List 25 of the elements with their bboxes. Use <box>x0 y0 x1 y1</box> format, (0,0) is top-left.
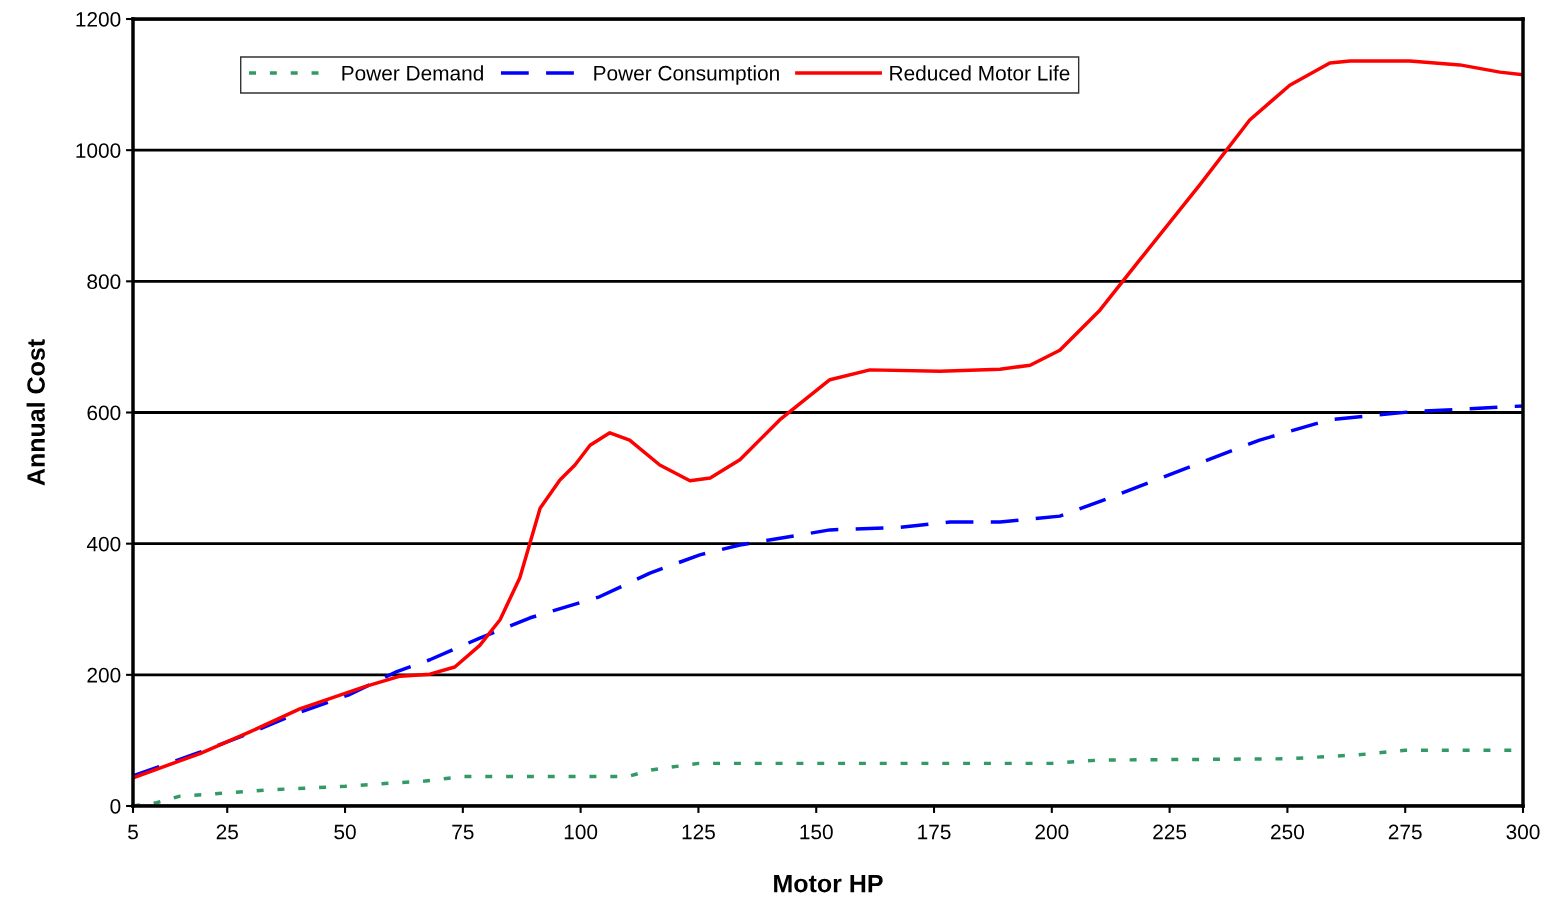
x-tick-label: 25 <box>216 824 238 840</box>
y-tick-label: 800 <box>87 274 121 290</box>
legend-label: Power Consumption <box>594 65 779 85</box>
x-tick-label: 5 <box>128 824 138 840</box>
x-tick-label: 100 <box>564 824 598 840</box>
x-axis-title: Motor HP <box>774 874 883 893</box>
x-tick-label: 125 <box>682 824 715 840</box>
x-tick-label: 150 <box>800 824 833 840</box>
x-tick-label: 300 <box>1506 824 1540 840</box>
y-tick-label: 200 <box>87 667 121 683</box>
legend-label: Power Demand <box>342 65 483 81</box>
x-tick-label: 175 <box>918 824 951 840</box>
x-tick-label: 250 <box>1271 824 1304 840</box>
x-tick-label: 75 <box>452 824 474 840</box>
y-tick-label: 600 <box>87 405 121 421</box>
x-tick-label: 225 <box>1153 824 1187 840</box>
y-tick-label: 0 <box>110 799 121 814</box>
y-axis-title: Annual Cost <box>26 339 45 486</box>
x-tick-label: 200 <box>1035 824 1069 840</box>
y-tick-label: 400 <box>86 536 121 552</box>
y-tick-label: 1000 <box>76 143 121 158</box>
y-tick-label: 1200 <box>76 12 121 27</box>
x-tick-label: 50 <box>334 824 356 840</box>
legend-label: Reduced Motor Life <box>890 65 1070 81</box>
x-tick-label: 275 <box>1388 824 1422 840</box>
